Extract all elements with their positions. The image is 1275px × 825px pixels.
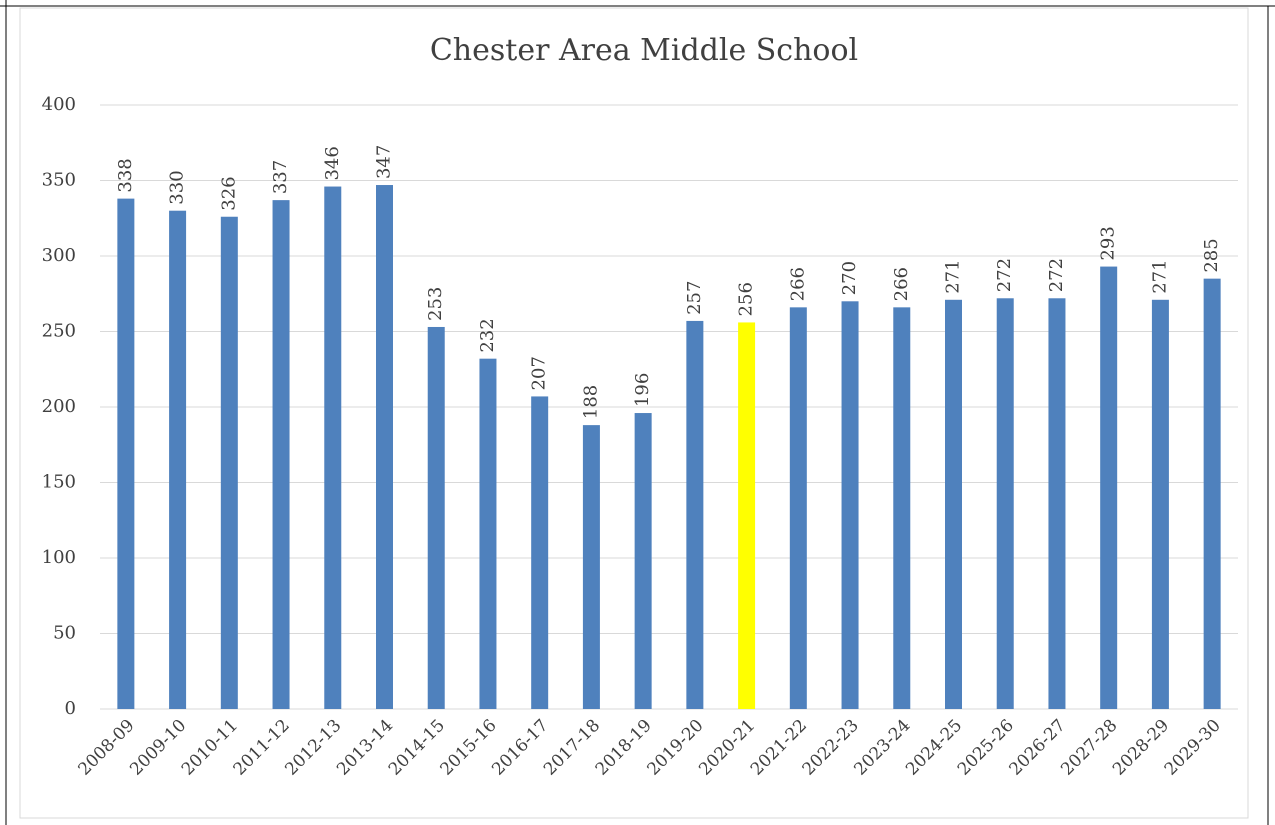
bar — [686, 320, 704, 709]
bar — [117, 198, 135, 709]
bar — [427, 326, 445, 709]
bar — [1048, 298, 1066, 709]
data-label: 272 — [994, 258, 1015, 292]
x-tick-label: 2025-26 — [954, 716, 1018, 780]
y-tick-label: 200 — [42, 396, 76, 417]
data-label: 257 — [684, 281, 705, 315]
data-label: 232 — [477, 318, 498, 352]
x-tick-label: 2019-20 — [643, 716, 707, 780]
data-label: 293 — [1098, 226, 1119, 260]
x-tick-label: 2013-14 — [333, 716, 397, 780]
x-tick-label: 2024-25 — [902, 716, 966, 780]
bar — [1100, 266, 1118, 709]
chart-title: Chester Area Middle School — [430, 33, 858, 68]
data-label: 266 — [891, 267, 912, 301]
bar — [738, 322, 756, 709]
bar — [1151, 299, 1169, 709]
data-label: 256 — [736, 282, 757, 316]
bar — [634, 413, 652, 709]
x-tick-label: 2011-12 — [230, 716, 294, 780]
x-tick-label: 2010-11 — [178, 716, 242, 780]
chart-border — [19, 7, 1249, 819]
y-tick-label: 50 — [53, 623, 76, 644]
bar — [996, 298, 1014, 709]
x-tick-label: 2016-17 — [488, 716, 552, 780]
x-tick-label: 2028-29 — [1109, 716, 1173, 780]
x-tick-label: 2018-19 — [592, 716, 656, 780]
data-label: 271 — [1149, 259, 1170, 293]
data-label: 270 — [839, 261, 860, 295]
x-tick-label: 2029-30 — [1161, 716, 1225, 780]
x-tick-label: 2015-16 — [437, 716, 501, 780]
x-tick-label: 2027-28 — [1057, 716, 1121, 780]
data-label: 347 — [374, 145, 395, 179]
x-tick-label: 2017-18 — [540, 716, 604, 780]
data-label: 285 — [1201, 238, 1222, 272]
bar — [789, 307, 807, 709]
data-label: 196 — [632, 373, 653, 407]
bar — [376, 185, 393, 709]
data-label: 207 — [529, 356, 550, 390]
x-tick-label: 2022-23 — [799, 716, 863, 780]
x-tick-label: 2012-13 — [281, 716, 345, 780]
bar — [220, 216, 238, 710]
data-label: 188 — [580, 385, 601, 419]
bar — [582, 425, 600, 709]
data-label: 338 — [115, 158, 136, 192]
x-tick-label: 2023-24 — [850, 716, 914, 780]
y-tick-label: 0 — [65, 698, 76, 719]
bar — [531, 396, 549, 709]
x-tick-label: 2020-21 — [695, 716, 759, 780]
data-label: 326 — [218, 176, 239, 210]
bar — [272, 200, 290, 709]
y-tick-label: 300 — [42, 245, 76, 266]
y-tick-label: 350 — [42, 170, 76, 191]
data-label: 272 — [1046, 258, 1067, 292]
bar — [893, 307, 911, 709]
y-tick-label: 250 — [42, 321, 76, 342]
y-tick-label: 100 — [42, 547, 76, 568]
bar — [841, 301, 859, 709]
data-label: 253 — [425, 287, 446, 321]
x-tick-label: 2009-10 — [126, 716, 190, 780]
x-tick-label: 2026-27 — [1006, 716, 1070, 780]
y-tick-label: 150 — [42, 472, 76, 493]
x-tick-label: 2008-09 — [74, 716, 138, 780]
bar — [324, 186, 342, 710]
data-label: 330 — [167, 170, 188, 204]
data-label: 266 — [787, 267, 808, 301]
x-tick-label: 2021-22 — [747, 716, 811, 780]
bar — [945, 299, 962, 709]
data-label: 271 — [943, 259, 964, 293]
bar — [479, 358, 497, 709]
data-label: 337 — [270, 160, 291, 194]
bar — [1203, 278, 1221, 709]
bar — [169, 210, 187, 709]
y-tick-label: 400 — [42, 94, 76, 115]
data-label: 346 — [322, 146, 343, 180]
x-tick-label: 2014-15 — [385, 716, 449, 780]
